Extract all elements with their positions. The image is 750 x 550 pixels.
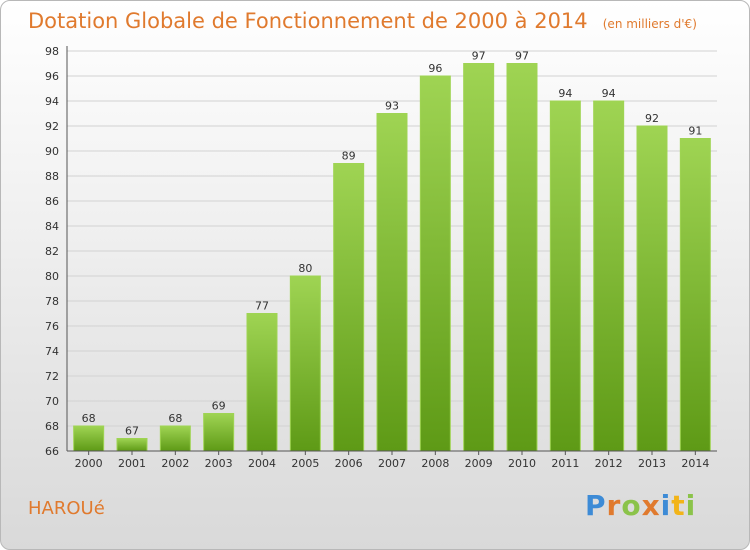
bar (549, 100, 581, 452)
logo-letter: o (621, 489, 642, 522)
logo-letter: i (660, 489, 672, 522)
y-tick-label: 82 (45, 245, 59, 258)
logo-letter: t (671, 489, 686, 522)
x-tick-label: 2004 (248, 457, 276, 470)
y-tick-label: 96 (45, 70, 59, 83)
chart-title: Dotation Globale de Fonctionnement de 20… (28, 9, 588, 33)
data-label: 80 (298, 262, 312, 275)
x-tick-label: 2013 (638, 457, 666, 470)
data-label: 97 (472, 50, 486, 63)
y-tick-label: 90 (45, 145, 59, 158)
y-tick-label: 70 (45, 395, 59, 408)
y-tick-label: 78 (45, 295, 59, 308)
x-tick-label: 2001 (118, 457, 146, 470)
commune-name: HAROUé (28, 498, 105, 519)
bar (419, 75, 451, 452)
x-tick-label: 2000 (75, 457, 103, 470)
x-tick-label: 2005 (291, 457, 319, 470)
data-label: 68 (168, 412, 182, 425)
data-label: 92 (645, 112, 659, 125)
y-tick-label: 66 (45, 445, 59, 458)
logo-letter: i (685, 489, 697, 522)
bar (246, 313, 278, 452)
data-label: 67 (125, 425, 139, 438)
data-label: 94 (602, 87, 616, 100)
y-tick-label: 98 (45, 45, 59, 58)
x-tick-label: 2003 (205, 457, 233, 470)
x-tick-label: 2007 (378, 457, 406, 470)
x-tick-label: 2009 (465, 457, 493, 470)
logo-letter: P (585, 489, 607, 522)
y-tick-label: 84 (45, 220, 59, 233)
y-tick-label: 88 (45, 170, 59, 183)
data-label: 94 (558, 87, 572, 100)
x-tick-label: 2002 (161, 457, 189, 470)
y-tick-label: 68 (45, 420, 59, 433)
data-label: 91 (688, 125, 702, 138)
bar (333, 163, 365, 452)
data-label: 69 (212, 400, 226, 413)
data-label: 96 (428, 62, 442, 75)
bars: 68 67 68 69 77 80 89 93 96 97 97 94 94 92 91 (73, 50, 711, 452)
bar (636, 125, 668, 452)
bar (463, 63, 495, 452)
bar (159, 425, 191, 452)
bar (679, 138, 711, 452)
x-tick-label: 2014 (681, 457, 709, 470)
x-tick-label: 2011 (551, 457, 579, 470)
bar (289, 275, 321, 452)
data-label: 89 (342, 150, 356, 163)
data-label: 68 (82, 412, 96, 425)
bar (203, 413, 235, 452)
proxiti-logo: Proxiti (585, 489, 696, 522)
data-label: 97 (515, 50, 529, 63)
y-tick-label: 94 (45, 95, 59, 108)
title-line: Dotation Globale de Fonctionnement de 20… (28, 9, 697, 33)
bar (73, 425, 105, 452)
x-tick-label: 2006 (335, 457, 363, 470)
bar (116, 438, 148, 452)
logo-letter: x (641, 489, 661, 522)
y-tick-label: 86 (45, 195, 59, 208)
y-tick-label: 92 (45, 120, 59, 133)
data-label: 93 (385, 100, 399, 113)
data-label: 77 (255, 300, 269, 313)
bar (506, 63, 538, 452)
axes: 66 68 70 72 74 76 78 80 82 84 86 88 90 92 94 96 98 2000 20… (45, 45, 717, 470)
bar (376, 113, 408, 452)
logo-letter: r (606, 489, 622, 522)
x-tick-label: 2012 (595, 457, 623, 470)
x-tick-label: 2010 (508, 457, 536, 470)
y-tick-label: 76 (45, 320, 59, 333)
y-tick-label: 80 (45, 270, 59, 283)
bar (593, 100, 625, 452)
y-tick-label: 74 (45, 345, 59, 358)
chart-unit: (en milliers d'€) (602, 17, 697, 31)
y-tick-label: 72 (45, 370, 59, 383)
x-tick-label: 2008 (421, 457, 449, 470)
